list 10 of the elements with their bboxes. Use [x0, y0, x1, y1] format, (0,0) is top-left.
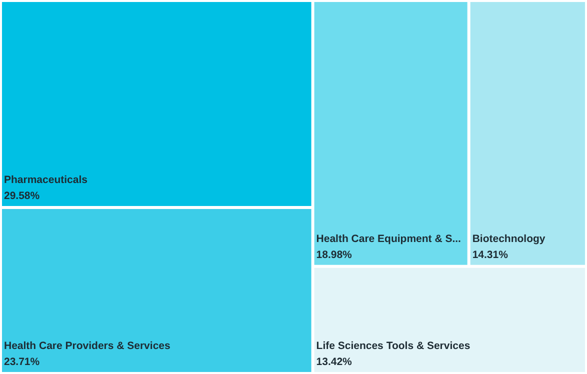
data-label: 29.58%	[4, 190, 40, 202]
data-label: 18.98%	[316, 248, 353, 261]
category-label: Health Care Equipment & S...	[316, 232, 462, 245]
data-label: 23.71%	[4, 356, 40, 368]
data-label: 13.42%	[316, 356, 353, 368]
category-label: Life Sciences Tools & Services	[316, 340, 470, 352]
category-label: Health Care Providers & Services	[4, 340, 170, 352]
data-label: 14.31%	[472, 248, 509, 261]
category-label: Pharmaceuticals	[4, 174, 88, 186]
category-label: Biotechnology	[472, 232, 546, 245]
